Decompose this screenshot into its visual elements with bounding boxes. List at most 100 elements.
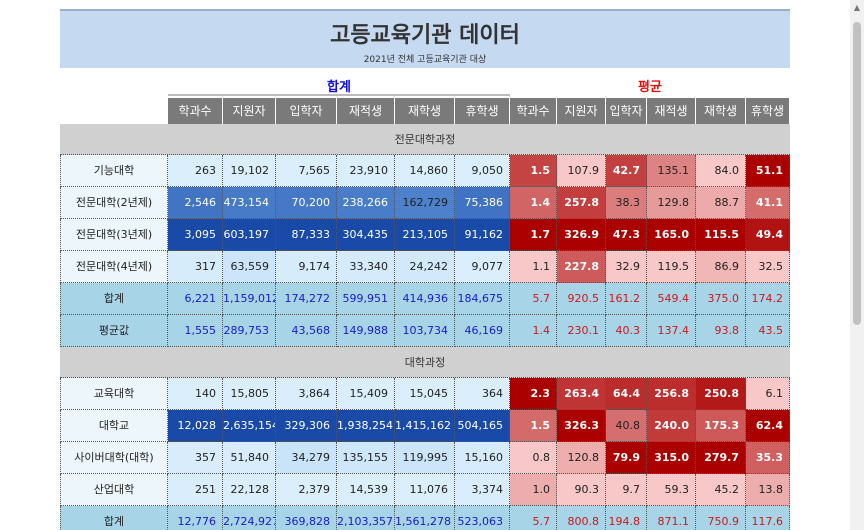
sum-value-cell: 289,753: [223, 315, 276, 347]
avg-value-cell: 9.7: [606, 474, 647, 506]
summary-row-total: 합계 6,221 1,159,012 174,272 599,951 414,936 184…: [60, 283, 790, 315]
sum-value-cell: 304,435: [337, 219, 395, 251]
sum-value-cell: 91,162: [455, 219, 510, 251]
row-label: 합계: [60, 283, 168, 315]
sum-value-cell: 87,333: [276, 219, 337, 251]
avg-value-cell: 38.3: [606, 187, 647, 219]
avg-value-cell: 250.8: [696, 378, 746, 410]
column-header-sum-2: 입학자: [276, 98, 337, 124]
column-header-sum-3: 재적생: [337, 98, 395, 124]
sum-value-cell: 1,561,278: [395, 506, 455, 530]
group-header-avg: 평균: [638, 80, 662, 95]
sum-value-cell: 2,103,357: [337, 506, 395, 530]
row-label: 평균값: [60, 315, 168, 347]
sum-value-cell: 369,828: [276, 506, 337, 530]
avg-value-cell: 6.1: [746, 378, 790, 410]
row-label: 교육대학: [60, 378, 168, 410]
table-row: 전문대학(2년제) 2,546 473,154 70,200 238,266 162,72…: [60, 187, 790, 219]
table-row: 전문대학(3년제) 3,095 603,197 87,333 304,435 213,10…: [60, 219, 790, 251]
avg-value-cell: 47.3: [606, 219, 647, 251]
sum-value-cell: 599,951: [337, 283, 395, 315]
avg-value-cell: 137.4: [647, 315, 696, 347]
row-label: 합계: [60, 506, 168, 530]
avg-value-cell: 129.8: [647, 187, 696, 219]
scroll-up-arrow-icon[interactable]: ▲: [853, 3, 861, 12]
avg-value-cell: 49.4: [746, 219, 790, 251]
sum-value-cell: 603,197: [223, 219, 276, 251]
row-label: 전문대학(2년제): [60, 187, 168, 219]
avg-value-cell: 32.9: [606, 251, 647, 283]
column-header-avg-3: 재적생: [647, 98, 696, 124]
sum-value-cell: 14,860: [395, 155, 455, 187]
sum-value-cell: 184,675: [455, 283, 510, 315]
summary-row-mean: 평균값 1,555 289,753 43,568 149,988 103,734 46,16…: [60, 315, 790, 347]
table-row: 전문대학(4년제) 317 63,559 9,174 33,340 24,242 9,077…: [60, 251, 790, 283]
avg-value-cell: 174.2: [746, 283, 790, 315]
sum-value-cell: 2,724,927: [223, 506, 276, 530]
sum-value-cell: 238,266: [337, 187, 395, 219]
avg-value-cell: 35.3: [746, 442, 790, 474]
sum-value-cell: 6,221: [168, 283, 223, 315]
sum-value-cell: 34,279: [276, 442, 337, 474]
avg-value-cell: 90.3: [557, 474, 606, 506]
row-label: 전문대학(4년제): [60, 251, 168, 283]
sum-value-cell: 523,063: [455, 506, 510, 530]
avg-value-cell: 549.4: [647, 283, 696, 315]
avg-value-cell: 62.4: [746, 410, 790, 442]
avg-value-cell: 117.6: [746, 506, 790, 530]
avg-value-cell: 84.0: [696, 155, 746, 187]
sum-value-cell: 263: [168, 155, 223, 187]
sum-value-cell: 414,936: [395, 283, 455, 315]
avg-value-cell: 2.3: [510, 378, 557, 410]
sum-value-cell: 364: [455, 378, 510, 410]
sum-value-cell: 473,154: [223, 187, 276, 219]
sum-value-cell: 149,988: [337, 315, 395, 347]
sum-value-cell: 213,105: [395, 219, 455, 251]
sum-value-cell: 103,734: [395, 315, 455, 347]
sum-value-cell: 75,386: [455, 187, 510, 219]
avg-value-cell: 119.5: [647, 251, 696, 283]
table-row: 산업대학 251 22,128 2,379 14,539 11,076 3,374 1.0 90…: [60, 474, 790, 506]
row-label: 산업대학: [60, 474, 168, 506]
avg-value-cell: 263.4: [557, 378, 606, 410]
sum-value-cell: 3,864: [276, 378, 337, 410]
column-header-row: 학과수 지원자 입학자 재적생 재학생 휴학생 학과수 지원자 입학자 재적생 재학생 휴학생: [60, 98, 790, 124]
avg-value-cell: 0.8: [510, 442, 557, 474]
avg-value-cell: 1.4: [510, 187, 557, 219]
table-row: 사이버대학(대학) 357 51,840 34,279 135,155 119,995 15…: [60, 442, 790, 474]
sum-value-cell: 14,539: [337, 474, 395, 506]
avg-value-cell: 51.1: [746, 155, 790, 187]
row-label: 전문대학(3년제): [60, 219, 168, 251]
avg-value-cell: 1.1: [510, 251, 557, 283]
sum-value-cell: 2,546: [168, 187, 223, 219]
sum-value-cell: 135,155: [337, 442, 395, 474]
avg-value-cell: 257.8: [557, 187, 606, 219]
avg-value-cell: 135.1: [647, 155, 696, 187]
avg-value-cell: 93.8: [696, 315, 746, 347]
scrollbar-thumb[interactable]: [853, 22, 861, 325]
sum-value-cell: 9,050: [455, 155, 510, 187]
avg-value-cell: 120.8: [557, 442, 606, 474]
sum-value-cell: 1,159,012: [223, 283, 276, 315]
avg-value-cell: 315.0: [647, 442, 696, 474]
sum-value-cell: 1,938,254: [337, 410, 395, 442]
sum-value-cell: 43,568: [276, 315, 337, 347]
avg-value-cell: 230.1: [557, 315, 606, 347]
avg-value-cell: 86.9: [696, 251, 746, 283]
avg-value-cell: 240.0: [647, 410, 696, 442]
table-row: 대학교 12,028 2,635,154 329,306 1,938,254 1,415,…: [60, 410, 790, 442]
avg-value-cell: 1.5: [510, 155, 557, 187]
data-sheet: 고등교육기관 데이터 2021년 전체 고등교육기관 대상 합계 평균 학과수 지…: [60, 9, 790, 530]
summary-row-total: 합계 12,776 2,724,927 369,828 2,103,357 1,561,2…: [60, 506, 790, 530]
column-header-avg-0: 학과수: [510, 98, 557, 124]
sum-value-cell: 1,415,162: [395, 410, 455, 442]
avg-value-cell: 1.5: [510, 410, 557, 442]
column-header-avg-5: 휴학생: [746, 98, 790, 124]
sum-value-cell: 15,409: [337, 378, 395, 410]
avg-value-cell: 40.3: [606, 315, 647, 347]
sum-value-cell: 3,374: [455, 474, 510, 506]
sum-value-cell: 51,840: [223, 442, 276, 474]
sum-value-cell: 2,379: [276, 474, 337, 506]
avg-value-cell: 175.3: [696, 410, 746, 442]
avg-value-cell: 107.9: [557, 155, 606, 187]
